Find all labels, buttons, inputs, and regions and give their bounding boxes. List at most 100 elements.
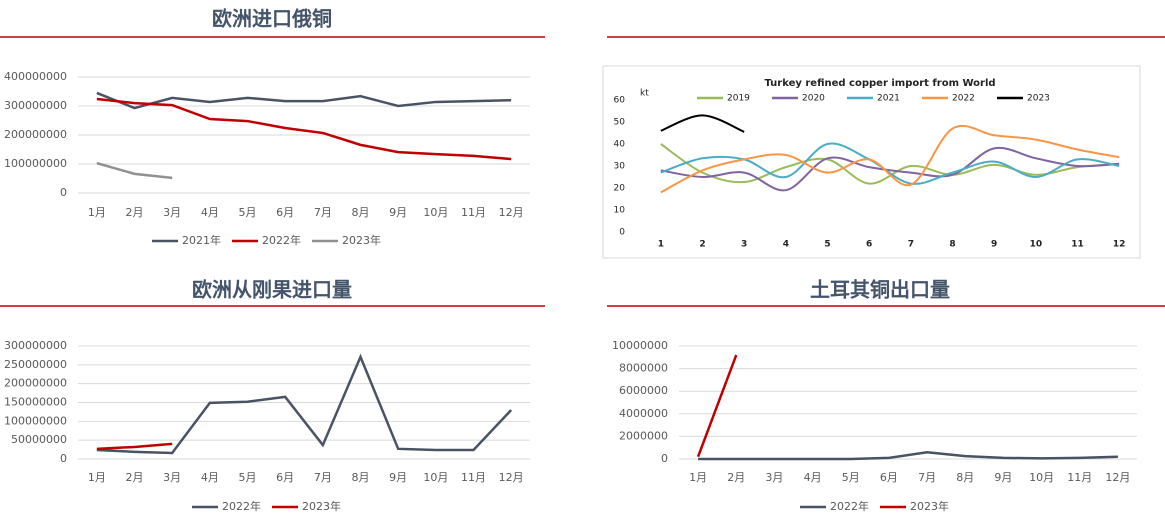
x-tick-label: 10月: [423, 206, 448, 219]
x-tick-label: 8月: [352, 471, 370, 484]
x-tick-label: 5月: [842, 471, 860, 484]
x-tick-label: 4月: [201, 206, 219, 219]
y-tick-label: 8000000: [619, 362, 668, 375]
y-tick-label: 0: [619, 228, 625, 238]
x-tick-label: 3月: [765, 471, 783, 484]
x-tick-label: 8: [949, 240, 955, 250]
y-tick-label: 50000000: [11, 433, 67, 446]
x-tick-label: 8月: [352, 206, 370, 219]
y-tick-label: 10000000: [612, 339, 668, 352]
series-line: [698, 450, 1118, 461]
chart-title: 欧洲进口俄铜: [212, 7, 332, 31]
series-line: [660, 124, 1120, 194]
x-tick-label: 11月: [1067, 471, 1092, 484]
y-tick-label: 150000000: [4, 396, 67, 409]
x-tick-label: 8月: [956, 471, 974, 484]
series-line: [96, 353, 513, 455]
x-tick-label: 11: [1071, 240, 1084, 250]
x-tick-label: 6月: [276, 471, 294, 484]
y-tick-label: 200000000: [4, 377, 67, 390]
series-line: [96, 97, 512, 161]
legend-label: 2022年: [262, 233, 301, 247]
y-tick-label: 4000000: [619, 407, 668, 420]
x-tick-label: 11月: [461, 206, 486, 219]
y-tick-label: 30: [614, 162, 626, 172]
y-tick-label: 2000000: [619, 429, 668, 442]
x-tick-label: 3: [741, 240, 747, 250]
x-tick-label: 10月: [423, 471, 448, 484]
x-tick-label: 4月: [201, 471, 219, 484]
y-tick-label: 40: [614, 140, 626, 150]
legend-label: 2023年: [302, 499, 341, 513]
x-tick-label: 5: [824, 240, 830, 250]
x-tick-label: 2月: [126, 471, 144, 484]
legend-label: 2023: [1027, 94, 1050, 104]
y-tick-label: 400000000: [4, 70, 67, 83]
x-tick-label: 7月: [314, 206, 332, 219]
x-tick-label: 2月: [727, 471, 745, 484]
chart-title: 欧洲从刚果进口量: [192, 278, 352, 302]
x-tick-label: 6: [866, 240, 872, 250]
y-tick-label: 300000000: [4, 339, 67, 352]
y-tick-label: 300000000: [4, 99, 67, 112]
series-line: [96, 161, 173, 180]
x-tick-label: 1: [658, 240, 664, 250]
y-tick-label: 10: [614, 206, 626, 216]
x-tick-label: 1月: [689, 471, 707, 484]
y-tick-label: 0: [60, 452, 67, 465]
legend-label: 2023年: [342, 233, 381, 247]
x-tick-label: 4月: [804, 471, 822, 484]
y-tick-label: 50: [614, 118, 626, 128]
x-tick-label: 3月: [163, 471, 181, 484]
x-tick-label: 3月: [163, 206, 181, 219]
x-tick-label: 9月: [994, 471, 1012, 484]
x-tick-label: 11月: [461, 471, 486, 484]
y-tick-label: 60: [614, 96, 626, 106]
legend-label: 2022: [952, 94, 975, 104]
x-tick-label: 12月: [1105, 471, 1130, 484]
series-line: [660, 142, 1120, 185]
y-tick-label: 100000000: [4, 157, 67, 170]
chart-title: 土耳其铜出口量: [810, 278, 950, 302]
legend-label: 2022年: [830, 499, 869, 513]
y-tick-label: 0: [60, 186, 67, 199]
x-tick-label: 9月: [389, 471, 407, 484]
x-tick-label: 7月: [918, 471, 936, 484]
series-line: [660, 114, 745, 133]
series-line: [96, 442, 173, 451]
x-tick-label: 9: [991, 240, 997, 250]
x-tick-label: 9月: [389, 206, 407, 219]
y-tick-label: 100000000: [4, 414, 67, 427]
x-tick-label: 6月: [880, 471, 898, 484]
y-axis-label: kt: [640, 89, 649, 99]
x-tick-label: 1月: [88, 471, 106, 484]
legend-label: 2023年: [910, 499, 949, 513]
y-tick-label: 20: [614, 184, 626, 194]
x-tick-label: 7月: [314, 471, 332, 484]
x-tick-label: 2: [699, 240, 705, 250]
x-tick-label: 12月: [499, 471, 524, 484]
legend-label: 2020: [802, 94, 825, 104]
y-tick-label: 0: [661, 452, 668, 465]
series-line: [96, 91, 512, 110]
x-tick-label: 5月: [239, 471, 257, 484]
legend-label: 2022年: [222, 499, 261, 513]
x-tick-label: 5月: [239, 206, 257, 219]
chart-title: Turkey refined copper import from World: [764, 78, 995, 89]
x-tick-label: 1月: [88, 206, 106, 219]
y-tick-label: 200000000: [4, 128, 67, 141]
x-tick-label: 10: [1030, 240, 1043, 250]
series-line: [696, 354, 738, 458]
x-tick-label: 6月: [276, 206, 294, 219]
legend-label: 2021: [877, 94, 900, 104]
x-tick-label: 12月: [499, 206, 524, 219]
x-tick-label: 12: [1113, 240, 1126, 250]
x-tick-label: 7: [908, 240, 914, 250]
series-line: [660, 146, 1120, 192]
legend-label: 2019: [727, 94, 750, 104]
legend-label: 2021年: [182, 233, 221, 247]
y-tick-label: 6000000: [619, 384, 668, 397]
x-tick-label: 10月: [1029, 471, 1054, 484]
x-tick-label: 2月: [126, 206, 144, 219]
